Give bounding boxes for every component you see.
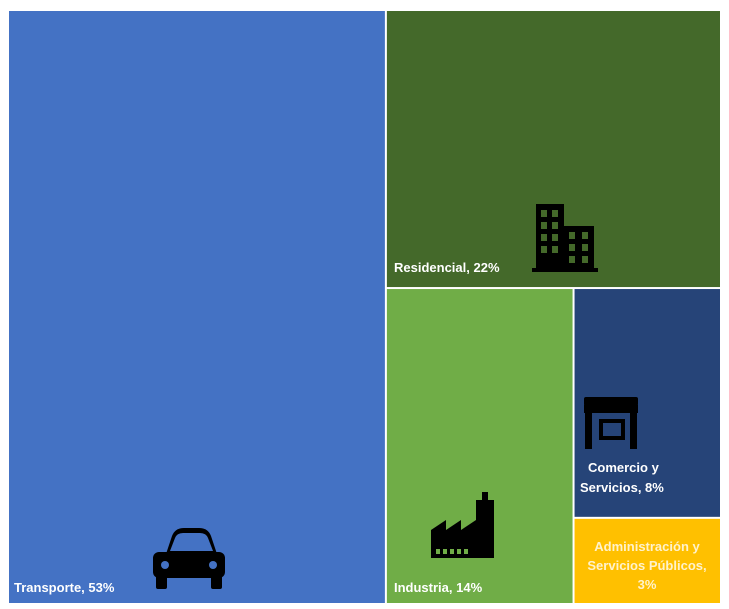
building-icon bbox=[532, 204, 598, 272]
factory-icon bbox=[431, 492, 494, 558]
tile-label-comercio-line2: Servicios, 8% bbox=[580, 480, 664, 495]
tile-label-residencial: Residencial, 22% bbox=[394, 260, 500, 275]
tile-transporte bbox=[9, 11, 385, 603]
tile-administracion-servicios bbox=[574, 518, 720, 603]
tile-label-administracion-line3: 3% bbox=[638, 577, 657, 592]
car-icon bbox=[153, 528, 225, 589]
tile-label-comercio-line1: Comercio y bbox=[588, 460, 660, 475]
tile-label-administracion-line2: Servicios Públicos, bbox=[587, 558, 706, 573]
tile-label-administracion-line1: Administración y bbox=[594, 539, 700, 554]
tile-label-industria: Industria, 14% bbox=[394, 580, 483, 595]
store-icon bbox=[584, 397, 638, 449]
tile-label-transporte: Transporte, 53% bbox=[14, 580, 115, 595]
